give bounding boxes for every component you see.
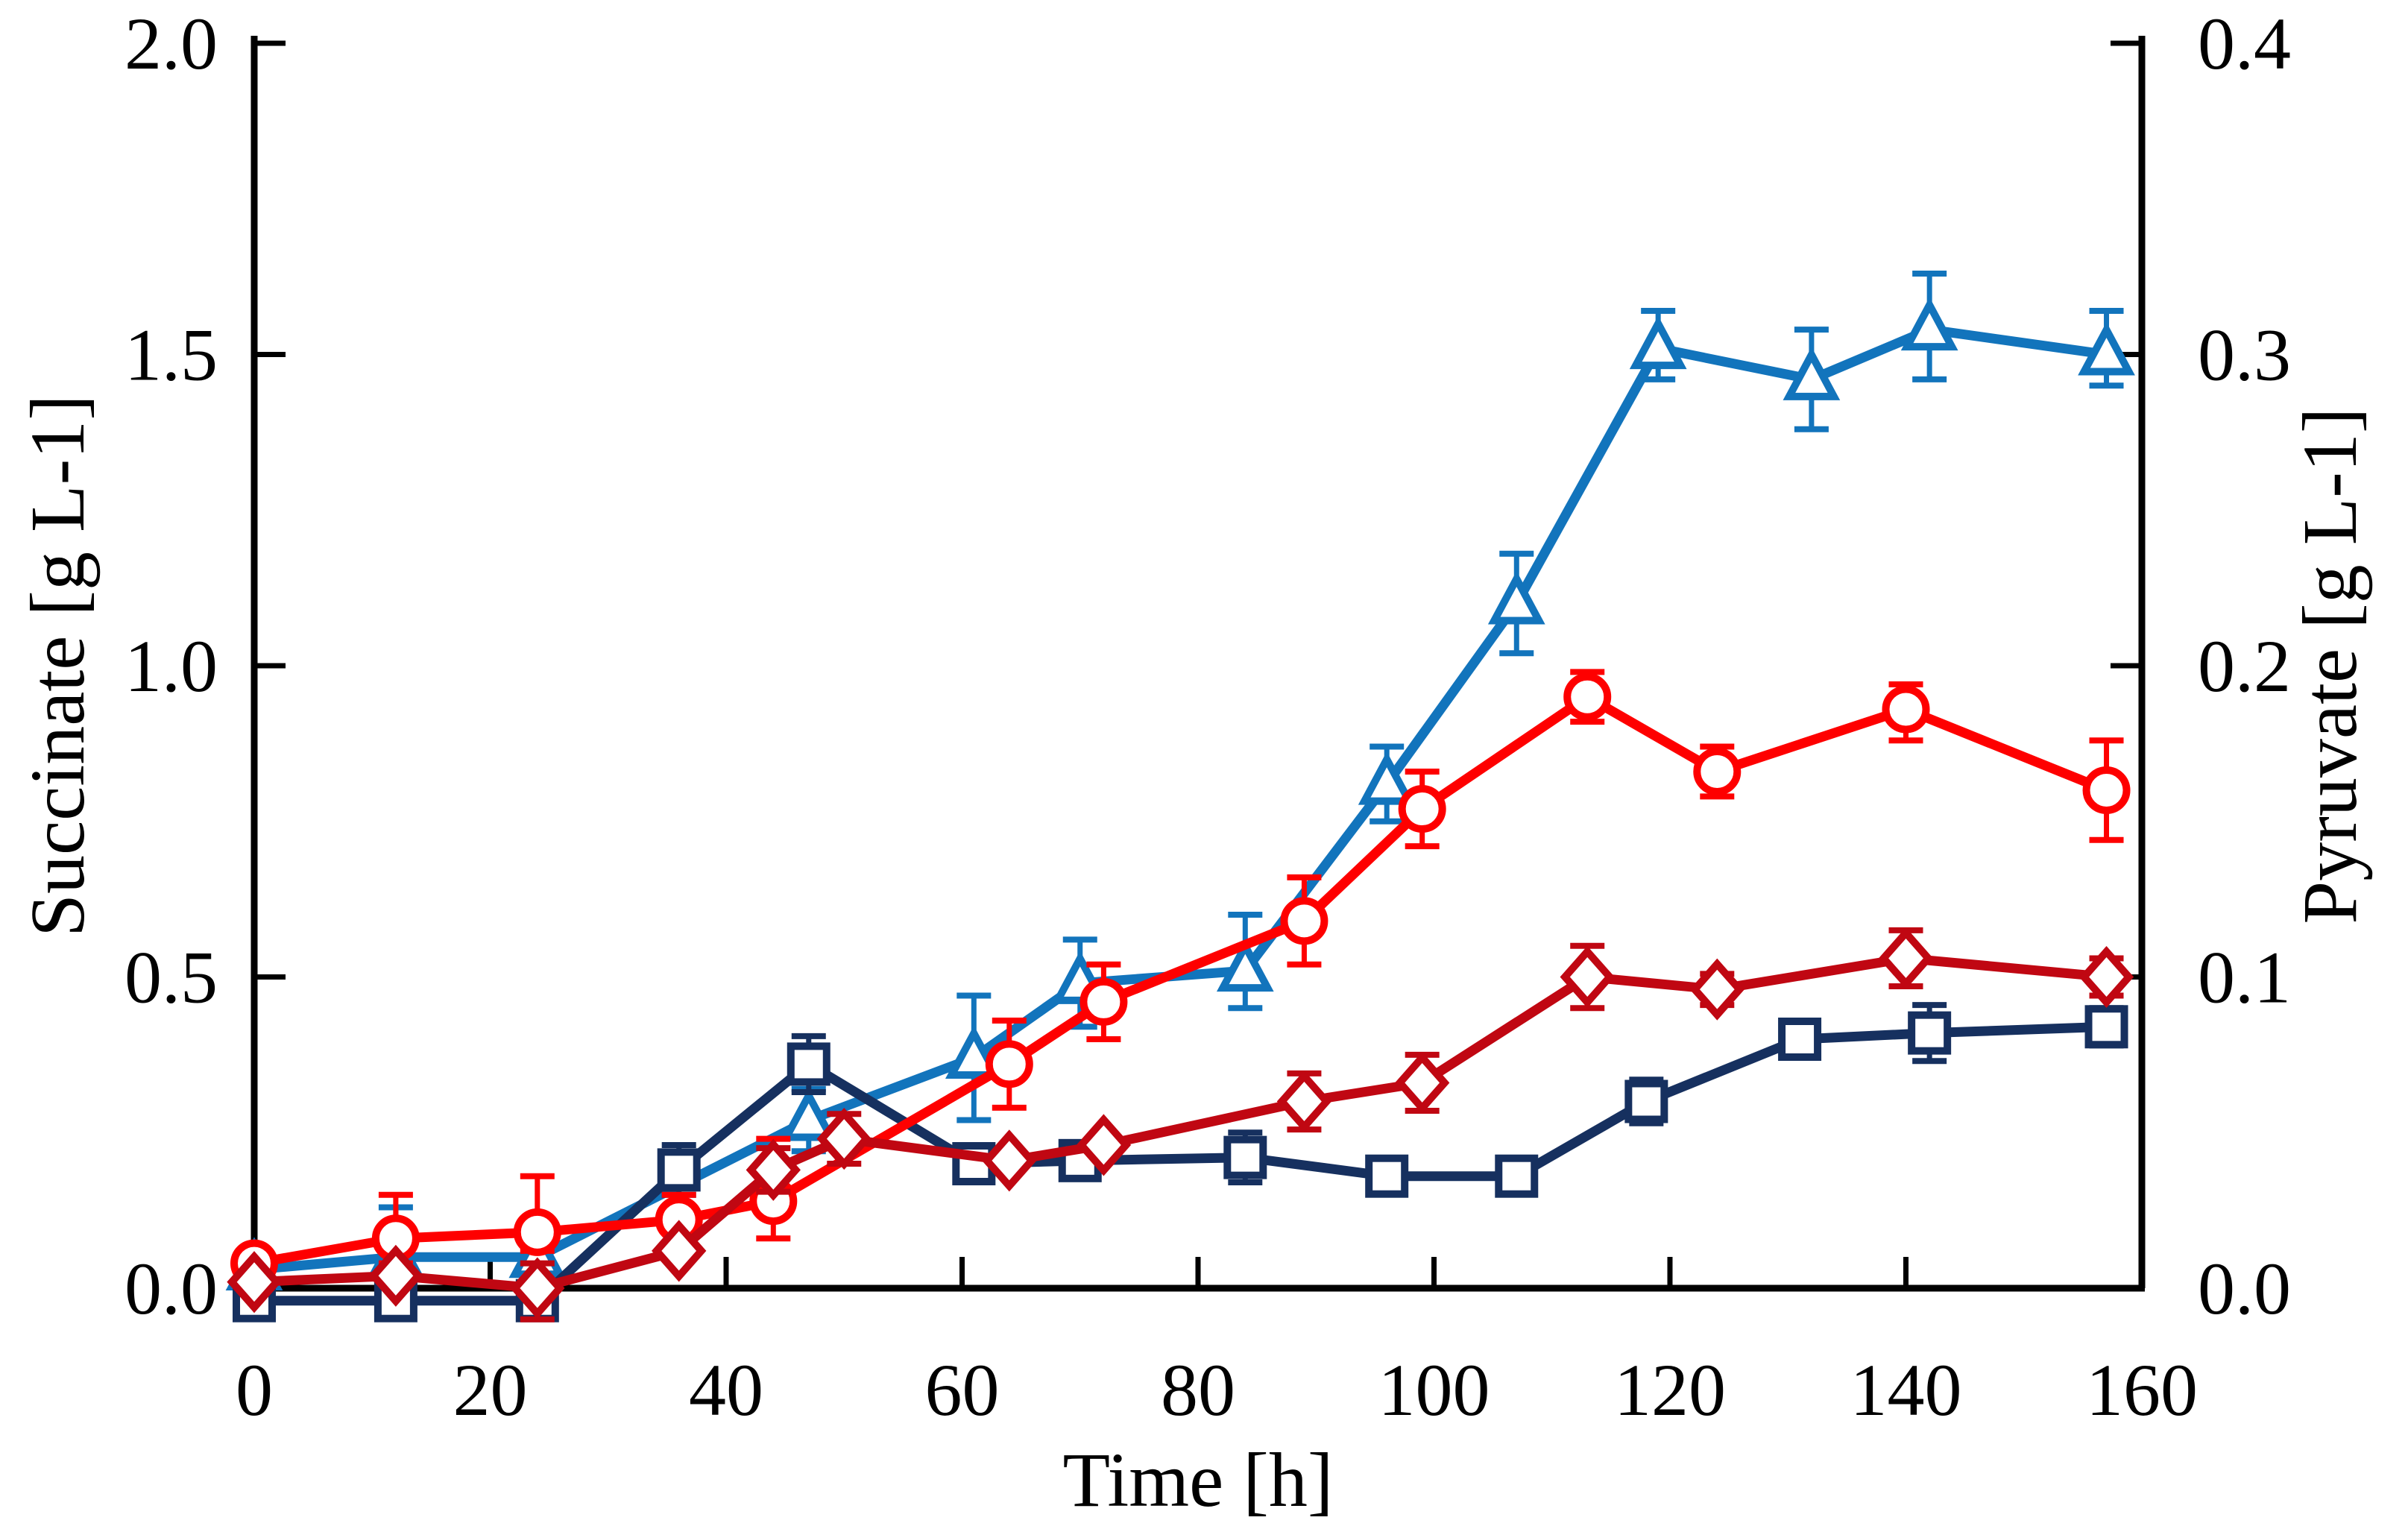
marker-diamond bbox=[652, 1220, 707, 1282]
y-right-tick-label: 0.3 bbox=[2198, 314, 2291, 397]
marker-square bbox=[2084, 1005, 2128, 1049]
marker-diamond bbox=[368, 1244, 423, 1307]
marker-square bbox=[1778, 1018, 1822, 1061]
marker-circle bbox=[1563, 672, 1612, 721]
x-tick-label: 160 bbox=[2086, 1349, 2198, 1431]
marker-square bbox=[1624, 1079, 1668, 1123]
marker-circle bbox=[985, 1040, 1033, 1088]
marker-square bbox=[1495, 1154, 1539, 1198]
marker-triangle bbox=[1487, 570, 1545, 625]
marker-circle bbox=[2082, 766, 2131, 814]
y-right-tick-label: 0.1 bbox=[2198, 936, 2291, 1019]
marker-circle bbox=[1280, 897, 1329, 945]
marker-circle bbox=[1398, 785, 1446, 833]
marker-square bbox=[657, 1148, 701, 1192]
x-tick-label: 140 bbox=[1850, 1349, 1962, 1431]
marker-diamond bbox=[1395, 1051, 1450, 1115]
x-tick-label: 0 bbox=[236, 1349, 273, 1431]
marker-diamond bbox=[2078, 945, 2134, 1009]
x-tick-label: 60 bbox=[925, 1349, 1000, 1431]
y-left-tick-label: 1.5 bbox=[125, 314, 218, 397]
y-left-tick-label: 1.0 bbox=[125, 625, 218, 707]
marker-square bbox=[1365, 1154, 1409, 1198]
marker-triangle bbox=[780, 1087, 838, 1141]
marker-diamond bbox=[1076, 1114, 1132, 1176]
marker-triangle bbox=[1216, 938, 1274, 992]
marker-diamond bbox=[746, 1138, 801, 1201]
marker-triangle bbox=[1900, 297, 1958, 351]
x-tick-label: 100 bbox=[1378, 1349, 1490, 1431]
marker-circle bbox=[1079, 977, 1128, 1026]
marker-triangle bbox=[945, 1025, 1003, 1079]
marker-diamond bbox=[1276, 1070, 1332, 1133]
x-tick-label: 80 bbox=[1161, 1349, 1235, 1431]
y-left-axis-title: Succinate [g L-1] bbox=[15, 394, 101, 937]
y-right-axis-title: Pyruvate [g L-1] bbox=[2287, 407, 2373, 924]
x-tick-label: 120 bbox=[1614, 1349, 1726, 1431]
marker-diamond bbox=[1689, 958, 1744, 1021]
y-left-tick-label: 2.0 bbox=[125, 2, 218, 85]
y-left-tick-label: 0.0 bbox=[125, 1247, 218, 1330]
x-axis-title: Time [h] bbox=[1062, 1437, 1333, 1523]
marker-diamond bbox=[982, 1129, 1037, 1192]
y-right-tick-label: 0.2 bbox=[2198, 625, 2291, 707]
marker-diamond bbox=[227, 1251, 282, 1314]
marker-triangle bbox=[1783, 347, 1841, 400]
y-right-tick-label: 0.0 bbox=[2198, 1247, 2291, 1330]
marker-diamond bbox=[1560, 945, 1615, 1009]
x-tick-label: 20 bbox=[453, 1349, 528, 1431]
marker-circle bbox=[513, 1208, 561, 1256]
marker-circle bbox=[1693, 747, 1742, 795]
marker-square bbox=[1908, 1011, 1952, 1055]
marker-triangle bbox=[1358, 751, 1416, 805]
y-left-tick-label: 0.5 bbox=[125, 936, 218, 1019]
marker-triangle bbox=[1629, 315, 1687, 370]
marker-triangle bbox=[2078, 321, 2135, 376]
marker-square bbox=[1223, 1135, 1267, 1179]
marker-diamond bbox=[1878, 927, 1934, 990]
x-tick-label: 40 bbox=[689, 1349, 763, 1431]
y-right-tick-label: 0.4 bbox=[2198, 2, 2291, 85]
marker-diamond bbox=[816, 1108, 872, 1170]
marker-circle bbox=[1882, 685, 1930, 734]
marker-diamond bbox=[510, 1257, 565, 1320]
marker-square bbox=[787, 1042, 830, 1086]
